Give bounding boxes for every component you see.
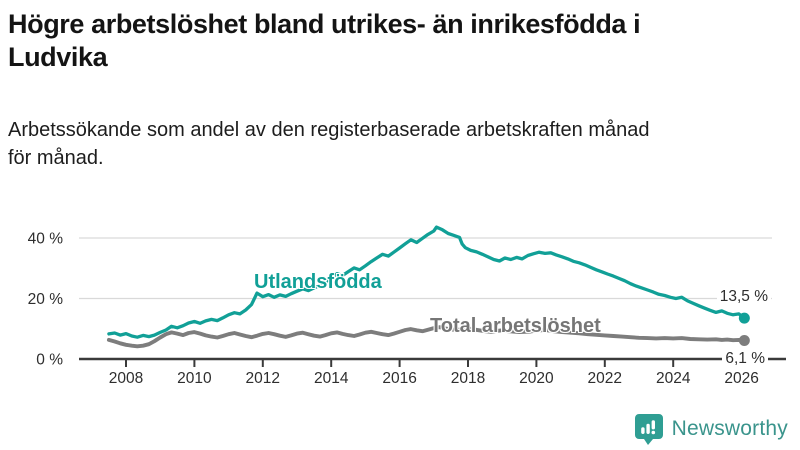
page-title-line-2: Ludvika [8, 42, 108, 72]
x-tick-label-2018: 2018 [451, 370, 485, 387]
series-line-1 [106, 325, 747, 349]
x-tick-label-2026: 2026 [724, 370, 758, 387]
y-tick-label-0: 0 % [36, 352, 63, 369]
chart-subtitle-line-1: Arbetssökande som andel av den registerb… [8, 119, 650, 141]
series-end-dot-0 [738, 312, 750, 324]
x-tick-label-2022: 2022 [588, 370, 622, 387]
x-tick-label-2020: 2020 [519, 370, 554, 387]
newsworthy-logo[interactable]: Newsworthy [634, 412, 788, 446]
x-tick-label-2008: 2008 [109, 370, 143, 387]
y-tick-label-40: 40 % [28, 231, 64, 248]
page-title-line-1: Högre arbetslöshet bland utrikes- än inr… [8, 9, 641, 39]
x-tick-label-2016: 2016 [382, 370, 416, 387]
x-tick-label-2014: 2014 [314, 370, 349, 387]
end-value-label-utlandsfodda: 13,5 % [716, 287, 771, 307]
bar-chart-speech-bubble-icon [634, 413, 663, 445]
series-end-dot-1 [738, 335, 750, 347]
chart-subtitle-line-2: för månad. [8, 147, 104, 169]
brand-name: Newsworthy [671, 417, 788, 440]
y-tick-label-20: 20 % [28, 291, 64, 308]
x-tick-label-2024: 2024 [656, 370, 691, 387]
series-line-0 [107, 225, 746, 339]
series-label-utlandsfodda: Utlandsfödda [254, 271, 382, 293]
end-value-label-total: 6,1 % [722, 349, 768, 369]
x-tick-label-2012: 2012 [246, 370, 280, 387]
series-label-total-arbetsloshet: Total arbetslöshet [430, 315, 601, 337]
x-tick-label-2010: 2010 [177, 370, 212, 387]
